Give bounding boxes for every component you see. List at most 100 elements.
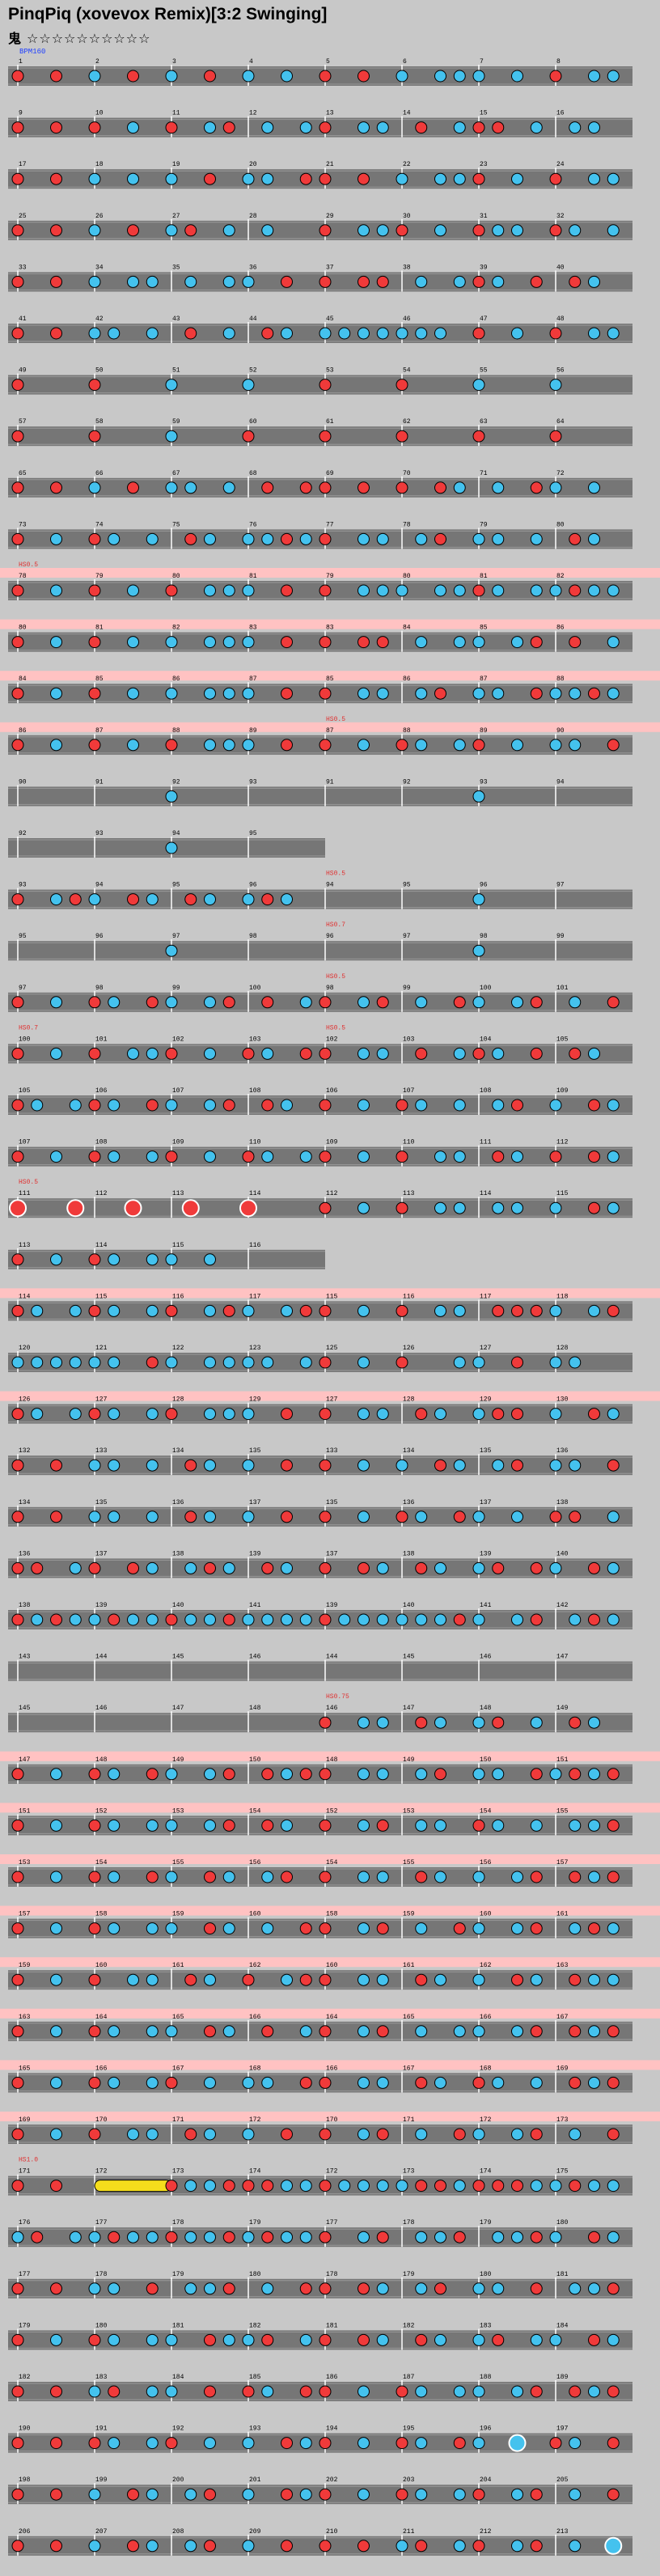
lane	[8, 889, 632, 909]
don-note	[11, 275, 24, 288]
ka-note	[453, 739, 466, 752]
ka-note	[492, 687, 505, 700]
ka-note	[588, 2282, 600, 2295]
gogo-band	[0, 568, 660, 578]
ka-note	[88, 2282, 101, 2295]
ka-note	[204, 121, 216, 134]
measure-number: 184	[556, 2322, 569, 2329]
ka-note	[184, 2488, 197, 2501]
ka-note	[453, 481, 466, 494]
measure-number: 160	[480, 1911, 492, 1918]
gogo-band	[0, 1391, 660, 1401]
ka-note	[165, 2025, 178, 2038]
measure-number: 183	[95, 2374, 108, 2381]
don-note	[472, 2076, 485, 2089]
ka-note	[511, 224, 523, 237]
don-note	[222, 1304, 235, 1317]
measure-number: 160	[95, 1962, 108, 1969]
measure-number: 129	[249, 1396, 261, 1404]
ka-note	[242, 1510, 255, 1523]
measure-number: 171	[172, 2116, 184, 2124]
don-note	[569, 1510, 582, 1523]
don-note	[299, 2076, 312, 2089]
measure-number: 208	[172, 2528, 184, 2536]
ka-note	[50, 2128, 62, 2141]
ka-note	[492, 2282, 505, 2295]
measure-number: 55	[480, 367, 488, 375]
measure-number: 98	[95, 985, 104, 992]
measure-number: 192	[172, 2426, 184, 2433]
measure-number: 81	[480, 573, 488, 580]
measure-number: 108	[95, 1139, 108, 1146]
ka-note	[204, 2282, 216, 2295]
measure-number: 158	[326, 1911, 338, 1918]
don-note	[453, 2128, 466, 2141]
ka-note	[204, 1459, 216, 1472]
measure-number: 9	[19, 110, 23, 117]
don-note	[434, 481, 446, 494]
measure-number: 109	[326, 1139, 338, 1146]
measure-number: 179	[172, 2271, 184, 2278]
measure-number: 18	[95, 161, 104, 168]
ka-note	[588, 1304, 600, 1317]
ka-note	[165, 1922, 178, 1935]
don-note	[261, 1768, 274, 1781]
ka-note	[242, 2076, 255, 2089]
ka-note	[31, 1099, 44, 1112]
ka-note	[261, 2282, 274, 2295]
don-note	[569, 2076, 582, 2089]
ka-note	[299, 532, 312, 545]
don-note	[165, 2231, 178, 2243]
ka-note	[165, 2333, 178, 2346]
measure-number: 91	[95, 778, 104, 786]
measure-number: 115	[172, 1242, 184, 1249]
ka-note	[415, 1099, 428, 1112]
ka-note	[88, 70, 101, 83]
ka-note	[358, 1304, 370, 1317]
ka-note	[453, 172, 466, 185]
ka-note	[376, 1716, 389, 1729]
measure-number: 149	[403, 1756, 415, 1764]
ka-note	[108, 1819, 121, 1832]
big-ka-note	[604, 2536, 623, 2555]
ka-note	[588, 532, 600, 545]
don-note	[319, 2282, 332, 2295]
measure-number: 109	[172, 1139, 184, 1146]
measure-number: 180	[556, 2219, 569, 2226]
don-note	[358, 275, 370, 288]
ka-note	[88, 1613, 101, 1626]
don-note	[530, 636, 543, 649]
measure-number: 150	[480, 1756, 492, 1764]
measure-number: 81	[95, 625, 104, 632]
don-note	[396, 739, 408, 752]
don-note	[50, 172, 62, 185]
measure-number: 213	[556, 2528, 569, 2536]
measure-number: 147	[403, 1705, 415, 1712]
ka-note	[204, 1099, 216, 1112]
ka-note	[127, 275, 139, 288]
measure-number: 68	[249, 470, 257, 477]
measure-number: 135	[326, 1499, 338, 1506]
don-note	[492, 2180, 505, 2193]
don-note	[88, 532, 101, 545]
ka-note	[511, 327, 523, 340]
ka-note	[242, 636, 255, 649]
measure-number: 171	[19, 2168, 31, 2176]
don-note	[204, 1561, 216, 1574]
measure-number: 69	[326, 470, 334, 477]
ka-note	[434, 224, 446, 237]
measure-number: 99	[556, 933, 565, 940]
don-note	[299, 2282, 312, 2295]
ka-note	[184, 2231, 197, 2243]
measure-number: 151	[19, 1807, 31, 1815]
measure-number: 141	[249, 1602, 261, 1609]
ka-note	[146, 2437, 159, 2450]
measure-number: 164	[326, 2014, 338, 2021]
measure-number: 206	[19, 2528, 31, 2536]
don-note	[472, 172, 485, 185]
measure-number: 148	[95, 1756, 108, 1764]
measure-number: 181	[326, 2322, 338, 2329]
measure-number: 146	[95, 1705, 108, 1712]
ka-note	[165, 790, 178, 803]
don-note	[511, 1408, 523, 1421]
